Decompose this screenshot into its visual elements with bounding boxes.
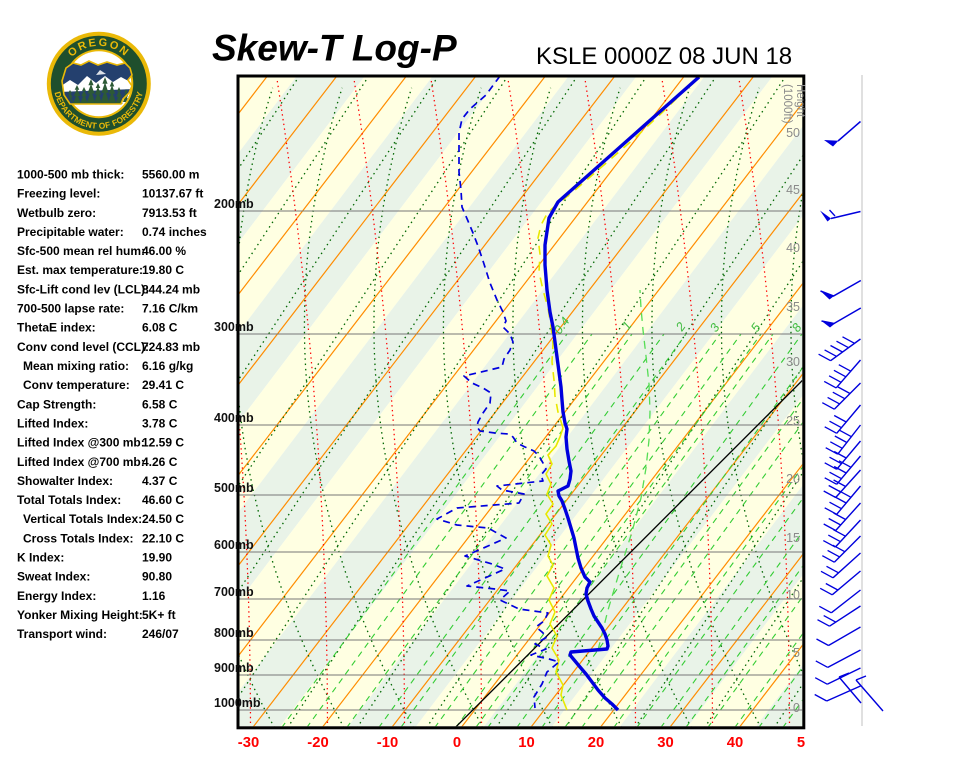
svg-text:22.10 C: 22.10 C — [142, 531, 184, 545]
svg-text:Yonker Mixing Height:: Yonker Mixing Height: — [17, 608, 143, 622]
svg-text:5560.00 m: 5560.00 m — [142, 168, 199, 182]
svg-text:Transport wind:: Transport wind: — [17, 627, 107, 641]
svg-text:Lifted Index @700 mb:: Lifted Index @700 mb: — [17, 455, 145, 469]
svg-text:19.80 C: 19.80 C — [142, 263, 184, 277]
svg-text:7913.53 ft: 7913.53 ft — [142, 206, 197, 220]
svg-text:700mb: 700mb — [214, 585, 254, 599]
svg-text:20: 20 — [588, 735, 604, 751]
svg-text:46.00 %: 46.00 % — [142, 244, 186, 258]
svg-text:Cap Strength:: Cap Strength: — [17, 397, 96, 411]
svg-text:Lifted Index:: Lifted Index: — [17, 416, 88, 430]
svg-text:10: 10 — [518, 735, 534, 751]
svg-text:(1000ft): (1000ft) — [781, 84, 793, 124]
svg-text:Sweat Index:: Sweat Index: — [17, 570, 90, 584]
svg-text:4.26 C: 4.26 C — [142, 455, 178, 469]
svg-text:Wetbulb zero:: Wetbulb zero: — [17, 206, 96, 220]
svg-text:10: 10 — [786, 588, 800, 602]
svg-text:400mb: 400mb — [214, 411, 254, 425]
svg-text:90.80: 90.80 — [142, 570, 172, 584]
svg-text:7.16 C/km: 7.16 C/km — [142, 302, 198, 316]
svg-text:35: 35 — [786, 300, 800, 314]
svg-text:-20: -20 — [307, 735, 328, 751]
svg-text:-30: -30 — [238, 735, 259, 751]
svg-text:844.24 mb: 844.24 mb — [142, 282, 200, 296]
svg-text:246/07: 246/07 — [142, 627, 179, 641]
svg-text:Lifted Index @300 mb:: Lifted Index @300 mb: — [17, 436, 145, 450]
svg-text:Cross Totals Index:: Cross Totals Index: — [23, 531, 133, 545]
svg-text:0.74 inches: 0.74 inches — [142, 225, 207, 239]
svg-text:5: 5 — [793, 646, 800, 660]
svg-text:-10: -10 — [377, 735, 398, 751]
svg-text:5K+ ft: 5K+ ft — [142, 608, 176, 622]
svg-text:50: 50 — [786, 126, 800, 140]
svg-text:K Index:: K Index: — [17, 551, 64, 565]
svg-text:12.59 C: 12.59 C — [142, 436, 184, 450]
svg-text:700-500 lapse rate:: 700-500 lapse rate: — [17, 302, 124, 316]
svg-text:500mb: 500mb — [214, 481, 254, 495]
svg-text:40: 40 — [786, 241, 800, 255]
svg-text:Conv temperature:: Conv temperature: — [23, 378, 130, 392]
svg-text:10137.67 ft: 10137.67 ft — [142, 187, 203, 201]
svg-text:900mb: 900mb — [214, 661, 254, 675]
svg-text:Energy Index:: Energy Index: — [17, 589, 96, 603]
svg-text:45: 45 — [786, 183, 800, 197]
svg-text:15: 15 — [786, 531, 800, 545]
svg-text:300mb: 300mb — [214, 320, 254, 334]
svg-text:40: 40 — [727, 735, 743, 751]
svg-text:KSLE 0000Z 08 JUN 18: KSLE 0000Z 08 JUN 18 — [536, 43, 792, 70]
svg-text:800mb: 800mb — [214, 626, 254, 640]
svg-text:Conv cond level (CCL):: Conv cond level (CCL): — [17, 340, 149, 354]
svg-text:Sfc-Lift cond lev (LCL):: Sfc-Lift cond lev (LCL): — [17, 282, 149, 296]
svg-text:1.16: 1.16 — [142, 589, 166, 603]
svg-text:Showalter Index:: Showalter Index: — [17, 474, 113, 488]
svg-text:Skew-T Log-P: Skew-T Log-P — [212, 28, 457, 69]
svg-text:4.37 C: 4.37 C — [142, 474, 178, 488]
svg-text:5: 5 — [797, 735, 805, 751]
svg-text:Total Totals Index:: Total Totals Index: — [17, 493, 121, 507]
svg-text:6.16 g/kg: 6.16 g/kg — [142, 359, 193, 373]
svg-text:0: 0 — [793, 701, 800, 715]
svg-text:1000-500 mb thick:: 1000-500 mb thick: — [17, 168, 124, 182]
svg-text:724.83 mb: 724.83 mb — [142, 340, 200, 354]
svg-text:3.78 C: 3.78 C — [142, 416, 178, 430]
svg-text:25: 25 — [786, 414, 800, 428]
svg-text:200mb: 200mb — [214, 197, 254, 211]
svg-text:Est. max temperature:: Est. max temperature: — [17, 263, 143, 277]
svg-text:Precipitable water:: Precipitable water: — [17, 225, 124, 239]
svg-text:Freezing level:: Freezing level: — [17, 187, 100, 201]
svg-text:24.50 C: 24.50 C — [142, 512, 184, 526]
svg-text:ThetaE index:: ThetaE index: — [17, 321, 96, 335]
svg-text:30: 30 — [786, 355, 800, 369]
svg-text:19.90: 19.90 — [142, 551, 172, 565]
svg-text:20: 20 — [786, 472, 800, 486]
svg-text:Height: Height — [794, 84, 806, 118]
svg-text:1000mb: 1000mb — [214, 696, 261, 710]
svg-text:Mean mixing ratio:: Mean mixing ratio: — [23, 359, 129, 373]
svg-text:0: 0 — [453, 735, 461, 751]
svg-text:600mb: 600mb — [214, 538, 254, 552]
svg-text:Vertical Totals Index:: Vertical Totals Index: — [23, 512, 142, 526]
svg-text:6.08 C: 6.08 C — [142, 321, 178, 335]
svg-text:30: 30 — [657, 735, 673, 751]
svg-text:6.58 C: 6.58 C — [142, 397, 178, 411]
svg-text:Sfc-500 mean rel hum:: Sfc-500 mean rel hum: — [17, 244, 145, 258]
svg-text:29.41 C: 29.41 C — [142, 378, 184, 392]
svg-text:46.60 C: 46.60 C — [142, 493, 184, 507]
